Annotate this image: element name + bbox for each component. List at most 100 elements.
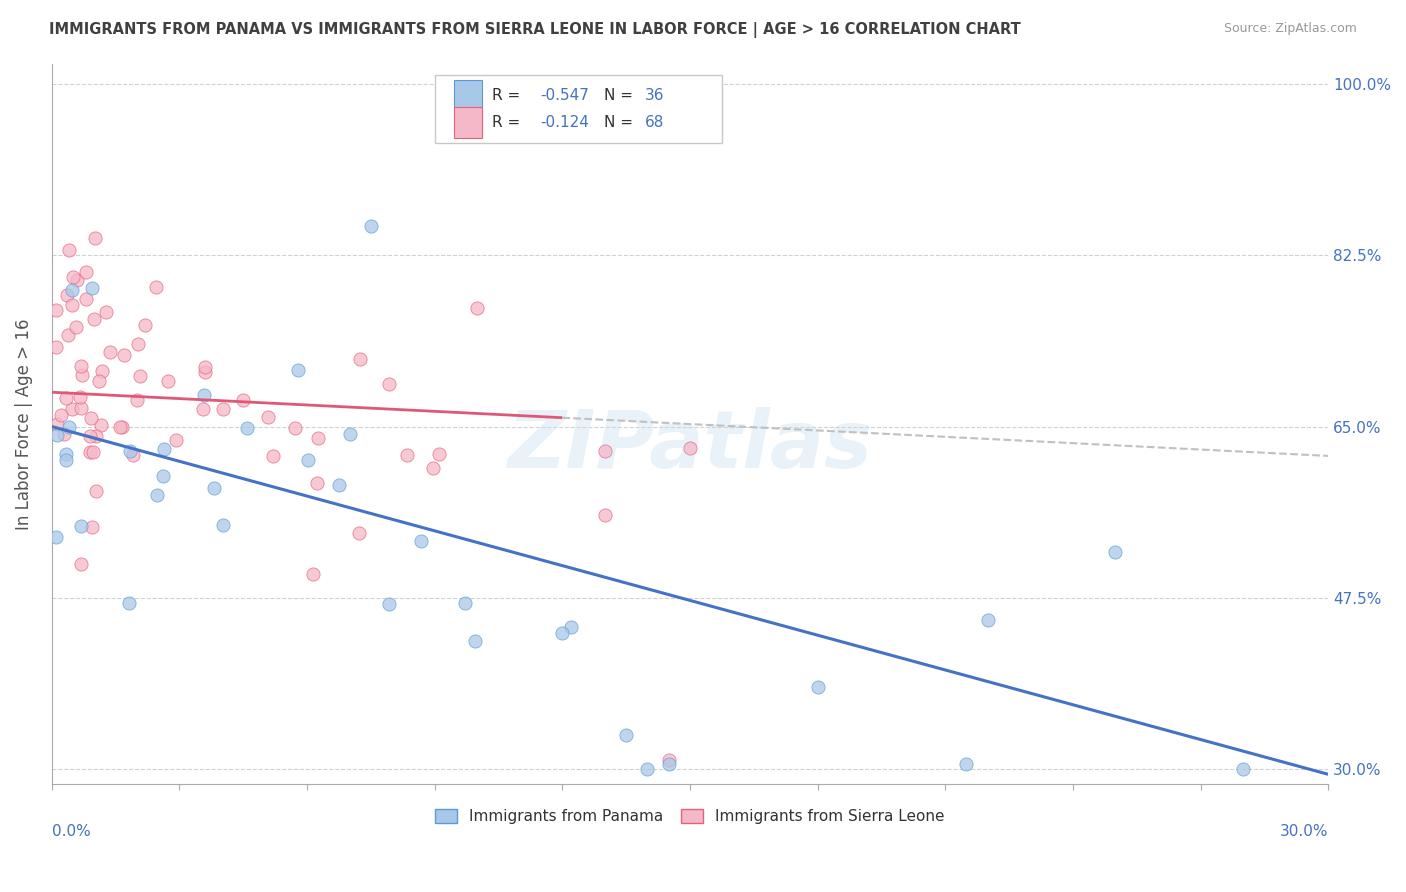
Point (91, 363, 114, 377)
Point (360, 219, 382, 233)
Point (45, 427, 67, 442)
Point (55, 391, 77, 405)
Text: 36: 36 (645, 88, 665, 103)
Point (53, 426, 76, 441)
Point (111, 420, 134, 434)
Point (305, 475, 328, 490)
Point (45, 302, 67, 317)
Point (349, 351, 371, 366)
Point (58, 420, 80, 434)
Point (806, 681, 828, 695)
Text: N =: N = (605, 115, 638, 130)
Point (45, 530, 67, 544)
Point (60, 401, 83, 416)
Point (453, 596, 475, 610)
Point (80, 411, 103, 425)
Point (156, 374, 179, 388)
Point (191, 402, 214, 417)
Point (465, 301, 488, 315)
Text: N =: N = (605, 88, 638, 103)
Point (232, 392, 254, 407)
Point (193, 387, 215, 401)
Point (83, 231, 105, 245)
Point (112, 348, 135, 362)
Point (49, 409, 72, 423)
Point (593, 508, 616, 522)
Point (75, 292, 97, 306)
Point (83, 311, 105, 326)
Point (302, 567, 325, 582)
Text: 30.0%: 30.0% (1279, 823, 1329, 838)
Point (84, 428, 107, 442)
Point (108, 420, 131, 434)
Text: Source: ZipAtlas.com: Source: ZipAtlas.com (1223, 22, 1357, 36)
Point (90, 418, 112, 433)
Point (212, 518, 235, 533)
Point (45, 417, 67, 431)
Point (72, 368, 94, 382)
Point (614, 728, 637, 742)
Point (118, 596, 141, 610)
Point (339, 427, 361, 442)
Point (69, 390, 91, 404)
Point (55, 446, 77, 460)
Point (194, 359, 217, 374)
Text: 68: 68 (645, 115, 665, 130)
Point (284, 421, 307, 435)
Point (152, 468, 174, 483)
Point (1104, 545, 1126, 559)
Point (658, 757, 681, 772)
Point (145, 279, 167, 293)
Point (236, 421, 259, 435)
Point (307, 431, 329, 445)
Point (134, 318, 156, 332)
Point (80, 281, 103, 295)
Point (593, 444, 616, 458)
Point (194, 366, 217, 380)
Point (94, 305, 117, 319)
Point (127, 393, 149, 408)
Point (98, 345, 121, 359)
Point (84, 484, 107, 499)
Point (411, 533, 433, 548)
Bar (454, 107, 482, 137)
Point (66, 272, 89, 286)
Point (202, 481, 225, 495)
Point (70, 557, 93, 571)
Point (679, 441, 702, 455)
Point (636, 763, 658, 777)
Point (257, 410, 280, 425)
Point (560, 620, 582, 634)
Point (464, 633, 486, 648)
Point (211, 402, 233, 417)
Y-axis label: In Labor Force | Age > 16: In Labor Force | Age > 16 (15, 318, 32, 530)
Point (165, 434, 187, 448)
Point (262, 449, 284, 463)
Point (75, 265, 97, 279)
Text: -0.124: -0.124 (540, 115, 589, 130)
Point (551, 625, 574, 640)
Point (69, 401, 91, 416)
Point (70, 359, 93, 373)
Point (297, 453, 319, 467)
Point (427, 447, 450, 461)
Point (121, 448, 143, 462)
Point (152, 442, 174, 456)
Point (79, 444, 101, 458)
Point (45, 340, 67, 354)
Point (955, 757, 977, 772)
Text: ZIPatlas: ZIPatlas (508, 407, 873, 484)
Point (60, 298, 83, 312)
Point (70, 519, 93, 533)
Point (58, 243, 80, 257)
Point (658, 753, 681, 767)
Point (62, 270, 84, 285)
Point (80, 520, 103, 534)
Point (328, 478, 350, 492)
Point (58, 327, 80, 342)
Point (60, 283, 83, 297)
Point (349, 526, 371, 541)
Point (55, 453, 77, 467)
Point (65, 320, 87, 334)
Text: IMMIGRANTS FROM PANAMA VS IMMIGRANTS FROM SIERRA LEONE IN LABOR FORCE | AGE > 16: IMMIGRANTS FROM PANAMA VS IMMIGRANTS FRO… (49, 22, 1021, 38)
